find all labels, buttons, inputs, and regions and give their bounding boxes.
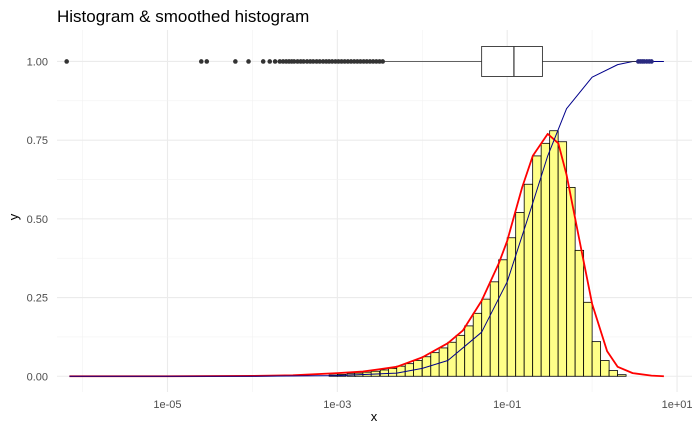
boxplot-outlier [246, 59, 251, 64]
x-tick-label: 1e-05 [153, 399, 181, 411]
histogram-bar [583, 301, 593, 377]
y-tick-label: 1.00 [27, 56, 48, 68]
boxplot-outlier [267, 59, 273, 64]
boxplot-outlier [301, 59, 306, 64]
histogram-bar [549, 130, 559, 377]
histogram-bar [464, 325, 474, 377]
histogram-bar [498, 259, 508, 377]
y-axis-label: y [6, 213, 21, 220]
histogram-bar [557, 141, 568, 377]
histogram-bar [472, 312, 483, 377]
boxplot-outlier [329, 59, 335, 64]
boxplot-outlier [345, 59, 351, 64]
histogram-bar [540, 142, 551, 377]
histogram-bar [617, 374, 627, 377]
histogram-bar [523, 183, 534, 377]
boxplot-outlier [291, 59, 297, 64]
smoothed-density-line [69, 132, 664, 378]
histogram-bar [608, 370, 618, 377]
boxplot-outlier [649, 59, 654, 64]
histogram-bar [396, 365, 406, 377]
grid [57, 30, 692, 392]
y-tick-label: 0.75 [27, 135, 48, 147]
y-tick-label: 0.25 [27, 293, 48, 305]
boxplot-outlier [370, 59, 376, 64]
tick-labels: 1e-05 1e-03 1e-01 1e+01 0.00 0.25 0.50 0.75 1.00 [27, 56, 693, 411]
x-tick-label: 1e+01 [662, 399, 693, 411]
histogram-bar [455, 334, 466, 377]
boxplot-outlier [317, 59, 323, 64]
boxplot-outlier [233, 59, 238, 64]
boxplot-outlier [339, 59, 344, 64]
series-lines [69, 60, 664, 378]
boxplot-outlier [204, 59, 210, 64]
boxplot [64, 46, 654, 77]
boxplot-outlier [64, 59, 69, 64]
chart-title: Histogram & smoothed histogram [57, 7, 309, 26]
histogram-bar [591, 341, 602, 377]
histogram-bar [574, 249, 585, 377]
x-axis-label: x [371, 409, 378, 424]
boxplot-outlier [260, 59, 266, 64]
ecdf-line [69, 60, 664, 377]
boxplot-outlier [358, 59, 363, 64]
histogram-bar [600, 360, 610, 377]
boxplot-outlier [374, 59, 379, 64]
x-tick-label: 1e-03 [323, 399, 351, 411]
y-tick-label: 0.50 [27, 214, 48, 226]
boxplot-outlier [348, 59, 354, 64]
boxplot-outlier [277, 59, 283, 64]
y-tick-label: 0.00 [27, 371, 48, 383]
histogram-bar [515, 212, 525, 377]
boxplot-outlier [342, 59, 347, 64]
histogram-bar [388, 367, 398, 377]
boxplot-outlier [198, 59, 204, 64]
histogram-bar [489, 281, 500, 377]
boxplot-outlier [380, 59, 385, 64]
boxplot-outlier [377, 59, 382, 64]
boxplot-outlier [367, 59, 373, 64]
boxplot-outlier [304, 59, 310, 64]
boxplot-outlier [310, 59, 316, 64]
boxplot-box [481, 46, 543, 77]
boxplot-outlier [364, 59, 370, 64]
histogram-bar [481, 298, 491, 377]
x-tick-label: 1e-01 [493, 399, 521, 411]
boxplot-outlier [272, 59, 278, 64]
